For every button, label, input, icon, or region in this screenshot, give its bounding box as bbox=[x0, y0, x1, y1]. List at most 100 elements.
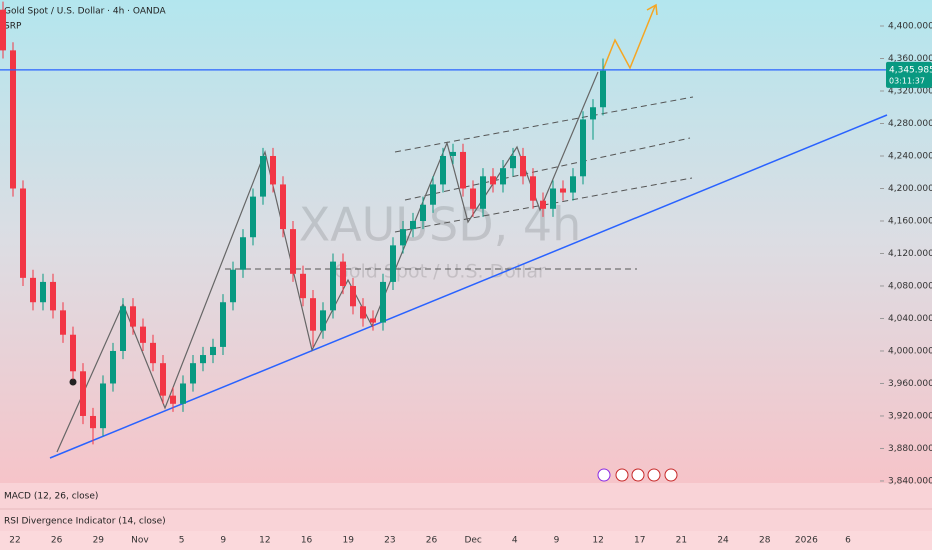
candle-body bbox=[450, 151, 456, 156]
candle-body bbox=[400, 229, 406, 246]
candle-body bbox=[10, 50, 16, 189]
candle-body bbox=[120, 306, 126, 351]
x-tick-label: 9 bbox=[220, 536, 226, 546]
candle-body bbox=[230, 269, 236, 303]
candle-body bbox=[80, 371, 86, 416]
candle-body bbox=[520, 155, 526, 177]
x-tick-label: 28 bbox=[759, 536, 771, 546]
candle-body bbox=[590, 107, 596, 120]
x-tick-label: 4 bbox=[512, 536, 518, 546]
indicator-label: MACD (12, 26, close) bbox=[4, 492, 98, 502]
y-tick-label: 4,160.000 bbox=[888, 216, 932, 226]
candle-body bbox=[160, 363, 166, 396]
x-tick-label: 29 bbox=[93, 536, 105, 546]
event-icon bbox=[597, 468, 611, 482]
candle-body bbox=[460, 151, 466, 189]
candle-body bbox=[50, 281, 56, 311]
y-tick-label: 4,280.000 bbox=[888, 119, 932, 129]
candle-body bbox=[250, 196, 256, 238]
candle-body bbox=[140, 326, 146, 343]
y-tick-label: 3,960.000 bbox=[888, 379, 932, 389]
candle-body bbox=[360, 306, 366, 319]
candle-body bbox=[260, 155, 266, 197]
candle-body bbox=[30, 277, 36, 303]
candle-body bbox=[380, 281, 386, 323]
x-tick-label: 12 bbox=[592, 536, 603, 546]
chart-subtitle: SRP bbox=[4, 22, 22, 32]
candle-body bbox=[40, 281, 46, 303]
y-tick-label: 4,040.000 bbox=[888, 314, 932, 324]
candle-body bbox=[530, 176, 536, 201]
x-tick-label: Nov bbox=[131, 536, 149, 546]
candle-body bbox=[300, 273, 306, 299]
y-tick-label: 4,360.000 bbox=[888, 54, 932, 64]
candle-body bbox=[110, 350, 116, 384]
projection-path bbox=[602, 5, 656, 71]
candle-body bbox=[370, 318, 376, 323]
candle-body bbox=[270, 155, 276, 185]
candle-body bbox=[540, 200, 546, 209]
y-tick-label: 4,400.000 bbox=[888, 21, 932, 31]
x-tick-label: 5 bbox=[179, 536, 185, 546]
price-badge-label: 4,345.985 bbox=[889, 65, 932, 75]
candle-body bbox=[290, 229, 296, 274]
x-tick-label: 12 bbox=[259, 536, 270, 546]
candle-body bbox=[480, 176, 486, 209]
candle-body bbox=[220, 302, 226, 347]
candle-body bbox=[550, 188, 556, 209]
candle-body bbox=[0, 9, 6, 51]
candle-body bbox=[240, 237, 246, 270]
plot-background bbox=[0, 0, 932, 483]
event-icon bbox=[647, 468, 661, 482]
candle-body bbox=[330, 261, 336, 311]
candle-body bbox=[500, 168, 506, 185]
candle-body bbox=[600, 70, 606, 108]
candle-body bbox=[560, 188, 566, 193]
x-tick-label: 22 bbox=[9, 536, 20, 546]
rsi-pane bbox=[0, 509, 932, 531]
y-tick-label: 3,920.000 bbox=[888, 411, 932, 421]
y-tick-label: 4,240.000 bbox=[888, 151, 932, 161]
x-tick-label: 19 bbox=[342, 536, 354, 546]
candle-body bbox=[570, 176, 576, 193]
candle-body bbox=[280, 184, 286, 230]
event-icon bbox=[631, 468, 645, 482]
candle-body bbox=[170, 395, 176, 404]
chart-title: Gold Spot / U.S. Dollar · 4h · OANDA bbox=[4, 7, 166, 17]
candle-body bbox=[320, 310, 326, 331]
x-tick-label: 26 bbox=[426, 536, 438, 546]
candle-body bbox=[200, 355, 206, 364]
event-icon bbox=[664, 468, 678, 482]
y-tick-label: 3,840.000 bbox=[888, 476, 932, 486]
event-icon bbox=[615, 468, 629, 482]
candle-body bbox=[70, 334, 76, 372]
watermark-subtitle: Gold Spot / U.S. Dollar bbox=[334, 261, 546, 283]
x-tick-label: 9 bbox=[554, 536, 560, 546]
x-tick-label: Dec bbox=[464, 536, 481, 546]
candle-body bbox=[100, 383, 106, 429]
y-tick-label: 4,080.000 bbox=[888, 281, 932, 291]
candle-body bbox=[580, 119, 586, 177]
y-tick-label: 4,320.000 bbox=[888, 86, 932, 96]
x-tick-label: 21 bbox=[676, 536, 687, 546]
trend-line bbox=[49, 114, 888, 459]
price-badge bbox=[886, 61, 932, 88]
time-axis bbox=[0, 531, 932, 550]
countdown-label: 03:11:37 bbox=[889, 76, 925, 85]
channel-line bbox=[404, 137, 691, 201]
candle-body bbox=[410, 220, 416, 230]
x-tick-label: 26 bbox=[51, 536, 63, 546]
candle-body bbox=[60, 310, 66, 335]
projection-arrow bbox=[646, 3, 658, 16]
x-tick-label: 23 bbox=[384, 536, 395, 546]
candle-body bbox=[350, 285, 356, 307]
candle-body bbox=[310, 298, 316, 331]
x-tick-label: 2026 bbox=[795, 536, 818, 546]
candle-body bbox=[490, 176, 496, 185]
y-tick-label: 4,200.000 bbox=[888, 184, 932, 194]
y-tick-label: 4,000.000 bbox=[888, 346, 932, 356]
channel-line bbox=[394, 96, 694, 153]
x-tick-label: 16 bbox=[301, 536, 313, 546]
